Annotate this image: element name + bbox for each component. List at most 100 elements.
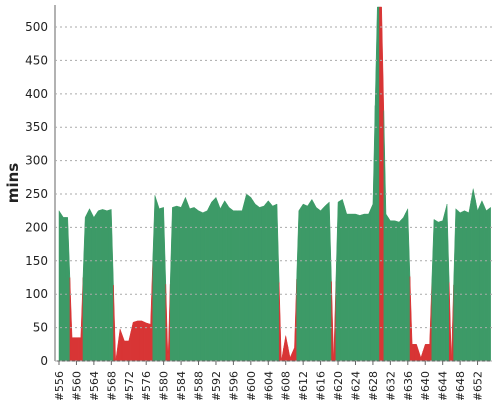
area-segment	[60, 213, 66, 362]
area-segment	[178, 202, 184, 362]
area-segment	[108, 209, 114, 362]
area-segment	[113, 285, 119, 362]
area-segment	[392, 220, 398, 362]
y-tick-label: 100	[25, 287, 48, 301]
area-segment	[252, 199, 258, 362]
area-segment	[87, 208, 92, 362]
area-segment	[217, 202, 223, 362]
area-segment	[488, 206, 491, 362]
area-segment	[335, 200, 341, 362]
area-segment	[183, 196, 188, 362]
x-tick-label: #560	[70, 371, 83, 400]
area-segment	[100, 209, 106, 362]
area-segment	[239, 202, 245, 362]
x-tick-label: #568	[105, 371, 118, 400]
plot-area	[58, 6, 491, 362]
area-segment	[104, 209, 110, 362]
y-tick-label: 300	[25, 154, 48, 168]
area-segment	[156, 201, 162, 362]
area-segment	[383, 110, 389, 362]
area-segment	[418, 350, 424, 362]
x-tick-label: #612	[297, 371, 310, 400]
area-segment	[82, 212, 88, 362]
area-segment	[401, 212, 406, 362]
area-segment	[457, 210, 463, 362]
x-tick-label: #628	[367, 371, 380, 400]
y-tick-label: 50	[33, 321, 48, 335]
area-segment	[148, 259, 153, 362]
area-segment	[165, 284, 171, 362]
y-tick-label: 400	[25, 87, 48, 101]
area-segment	[292, 279, 297, 362]
x-tick-label: #644	[437, 371, 450, 400]
area-segment	[126, 331, 132, 362]
y-tick-label: 450	[25, 53, 48, 67]
area-segment	[396, 219, 402, 362]
area-segment	[95, 209, 101, 362]
area-segment	[265, 200, 271, 362]
x-tick-label: #604	[262, 371, 275, 400]
x-tick-label: #584	[175, 371, 188, 400]
area-segment	[483, 205, 489, 362]
area-segment	[331, 281, 337, 362]
x-tick-label: #624	[349, 371, 362, 400]
y-tick-label: 250	[25, 187, 48, 201]
y-tick-label: 350	[25, 120, 48, 134]
area-segment	[462, 210, 467, 362]
x-tick-label: #556	[53, 371, 66, 400]
x-tick-label: #576	[140, 371, 153, 400]
x-tick-label: #616	[315, 371, 328, 400]
area-segment	[361, 213, 367, 362]
x-tick-label: #636	[402, 371, 415, 400]
area-segment	[222, 200, 228, 362]
area-segment	[191, 207, 197, 362]
area-segment	[453, 208, 459, 362]
area-segment	[470, 188, 476, 362]
area-segment	[121, 334, 127, 362]
area-segment	[248, 195, 254, 362]
area-segment	[200, 211, 206, 362]
x-tick-label: #588	[193, 371, 206, 400]
x-tick-label: #564	[88, 371, 101, 400]
x-tick-label: #648	[454, 371, 467, 400]
area-segment	[344, 206, 350, 362]
area-segment	[405, 208, 411, 362]
y-tick-label: 200	[25, 220, 48, 234]
area-segment	[387, 216, 393, 362]
area-segment	[353, 213, 358, 362]
area-segment	[174, 205, 180, 362]
x-tick-label: #632	[384, 371, 397, 400]
x-tick-label: #652	[472, 371, 485, 400]
area-segment	[283, 335, 289, 362]
area-segment	[414, 344, 419, 362]
area-segment	[78, 277, 84, 362]
x-tick-label: #572	[123, 371, 136, 400]
x-tick-label: #580	[158, 371, 171, 400]
area-segment	[117, 328, 123, 362]
area-segment	[152, 195, 158, 362]
area-segment	[65, 217, 71, 362]
area-segment	[204, 206, 210, 362]
x-tick-label: #640	[419, 371, 432, 400]
area-segment	[440, 212, 446, 362]
x-tick-label: #592	[210, 371, 223, 400]
area-segment	[69, 277, 75, 362]
area-segment	[466, 200, 472, 362]
y-tick-label: 0	[40, 354, 48, 368]
area-segment	[135, 320, 140, 362]
area-segment	[161, 207, 167, 362]
x-tick-label: #608	[280, 371, 293, 400]
area-segment	[257, 205, 262, 362]
area-segment	[339, 198, 345, 362]
area-segment	[139, 320, 145, 362]
area-segment	[91, 212, 97, 362]
area-segment	[296, 206, 302, 362]
area-segment	[287, 346, 293, 362]
x-tick-label: #596	[227, 371, 240, 400]
area-segment	[422, 344, 428, 362]
area-segment	[431, 218, 437, 362]
area-segment	[475, 199, 480, 362]
area-segment	[326, 201, 332, 362]
area-segment	[366, 208, 371, 362]
